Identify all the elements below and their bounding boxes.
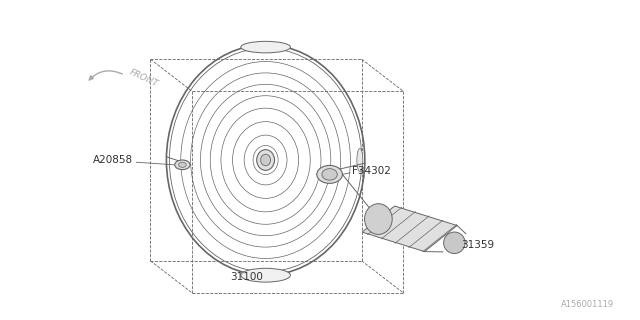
Ellipse shape [257, 150, 275, 170]
Text: 31359: 31359 [461, 240, 494, 250]
Text: FRONT: FRONT [128, 67, 159, 88]
Text: A20858: A20858 [93, 155, 133, 165]
Ellipse shape [365, 204, 392, 235]
Text: 31100: 31100 [230, 272, 263, 282]
Ellipse shape [241, 41, 291, 53]
Ellipse shape [444, 232, 465, 253]
Polygon shape [362, 206, 457, 252]
Ellipse shape [317, 165, 342, 183]
Ellipse shape [179, 162, 186, 167]
Ellipse shape [322, 169, 337, 180]
Ellipse shape [357, 148, 363, 172]
Ellipse shape [175, 160, 190, 170]
Text: A156001119: A156001119 [561, 300, 614, 309]
Ellipse shape [241, 268, 291, 282]
Text: F34302: F34302 [352, 166, 391, 176]
Ellipse shape [260, 154, 271, 166]
